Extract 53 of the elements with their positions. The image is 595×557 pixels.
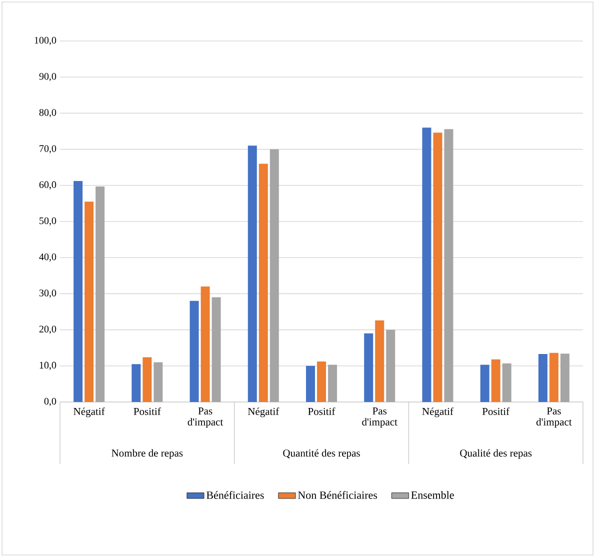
y-tick-label: 0,0: [44, 398, 56, 406]
x-tick-label: Négatif: [422, 408, 454, 418]
y-tick-label: 30,0: [39, 290, 56, 298]
y-tick-label: 40,0: [39, 254, 56, 262]
x-tick-label: Pas d'impact: [536, 408, 572, 428]
bar: [132, 364, 141, 402]
bar: [433, 132, 442, 402]
y-tick-label: 70,0: [40, 145, 56, 154]
bar: [502, 363, 512, 402]
bar: [386, 330, 396, 402]
bar: [212, 297, 221, 402]
x-tick-label: Pas d'impact: [188, 408, 224, 428]
bar: [248, 146, 257, 402]
legend-label: Ensemble: [411, 491, 454, 499]
bar: [364, 333, 374, 402]
bar: [142, 357, 152, 402]
legend-label: Non Bénéficiaires: [298, 491, 378, 499]
bar: [328, 364, 337, 402]
text: Qualité des repas: [460, 449, 532, 459]
text: Nombre de repas: [112, 449, 183, 459]
bar: [190, 300, 199, 402]
y-tick-label: 60,0: [39, 181, 56, 190]
y-tick-label: 50,0: [40, 217, 56, 226]
text: Quantité des repas: [283, 449, 360, 459]
y-tick-label: 20,0: [39, 326, 56, 334]
y-tick-label: 10,0: [40, 362, 56, 370]
x-tick-label: Négatif: [74, 408, 105, 418]
x-tick-label: Positif: [134, 408, 161, 416]
bar: [74, 181, 83, 402]
bar: [491, 359, 500, 402]
bar: [444, 129, 454, 402]
bar: [270, 149, 279, 402]
bar: [258, 164, 268, 402]
bar: [560, 354, 570, 402]
bar: [480, 364, 490, 402]
x-tick-label: Positif: [482, 408, 510, 416]
bar: [538, 354, 548, 402]
bar: [316, 362, 326, 402]
x-tick-label: Négatif: [248, 408, 280, 418]
bar: [306, 366, 315, 402]
bar: [422, 128, 432, 402]
x-tick-label: Pas d'impact: [362, 408, 398, 428]
bar: [375, 320, 384, 402]
bar: [200, 286, 210, 402]
y-tick-label: 90,0: [39, 73, 56, 82]
legend-label: Bénéficiaires: [206, 491, 264, 499]
bar: [84, 202, 94, 402]
y-tick-label: 100,0: [34, 36, 56, 46]
x-tick-label: Positif: [308, 408, 336, 416]
y-tick-label: 80,0: [39, 109, 56, 118]
bar: [96, 186, 105, 402]
bar: [549, 352, 558, 402]
bar: [154, 362, 163, 402]
